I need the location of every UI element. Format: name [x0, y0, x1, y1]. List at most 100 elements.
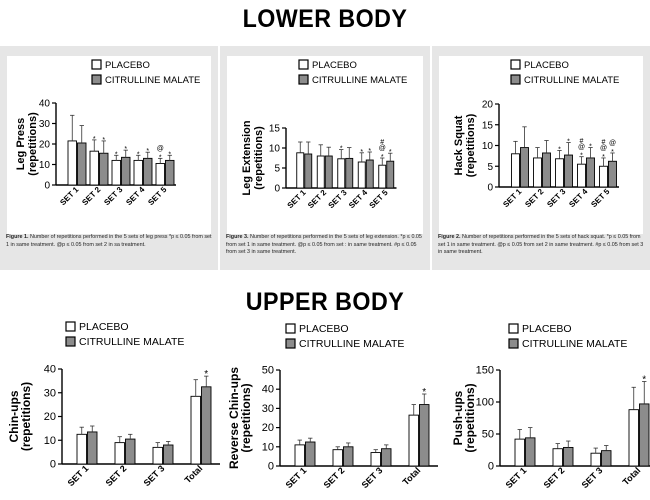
bar-citrulline — [564, 154, 573, 188]
bar-placebo — [511, 153, 520, 188]
push-ups-chart: PLACEBO CITRULLINE MALATE Push-ups(repetit… — [451, 323, 650, 490]
x-tick-label: SET 2 — [542, 465, 567, 490]
y-axis-label: Push-ups — [451, 390, 465, 445]
x-tick-label: SET 3 — [360, 465, 385, 490]
significance-mark: * — [422, 387, 426, 398]
leg-extension-caption: Figure 3. Number of repetitions performe… — [226, 234, 428, 257]
significance-mark: * — [389, 149, 392, 156]
bar-citrulline — [163, 444, 174, 465]
y-axis-label-units: (repetitions) — [465, 113, 477, 177]
bar-placebo — [577, 163, 586, 188]
significance-mark: # — [580, 138, 584, 145]
significance-mark: * — [137, 151, 140, 158]
y-axis-label: Hack Squat — [453, 115, 465, 175]
legend-label-citrulline: CITRULLINE MALATE — [79, 336, 184, 348]
significance-mark: @ — [600, 145, 607, 152]
leg-extension-chart: PLACEBO CITRULLINE MALATE Leg Extension (re… — [241, 59, 407, 210]
bar-placebo — [152, 446, 163, 465]
y-axis-label: Chin-ups — [7, 390, 21, 442]
x-tick-label: SET 4 — [567, 187, 589, 209]
y-tick-label: 10 — [39, 160, 51, 171]
x-tick-label: SET 4 — [347, 188, 369, 210]
y-tick-label: 10 — [262, 441, 274, 453]
bar-citrulline — [143, 157, 153, 186]
leg-press-caption-text: Number of repetitions performed in the 5… — [6, 234, 212, 248]
x-tick-label: SET 5 — [589, 187, 611, 209]
bar-placebo — [357, 161, 366, 189]
bar-placebo — [533, 157, 542, 188]
bar-placebo — [378, 164, 387, 189]
significance-mark: * — [102, 137, 105, 144]
bar-citrulline — [608, 160, 617, 188]
bar-placebo — [294, 444, 305, 467]
bar-placebo — [67, 140, 77, 186]
significance-mark: # — [602, 139, 606, 146]
legend-label-placebo: PLACEBO — [522, 323, 572, 335]
bar-placebo — [628, 409, 639, 467]
significance-mark: * — [602, 154, 605, 161]
legend: PLACEBO CITRULLINE MALATE — [285, 323, 404, 350]
bar-citrulline — [87, 431, 98, 465]
x-tick-label: SET 3 — [327, 188, 349, 210]
significance-mark: * — [124, 146, 127, 153]
y-tick-label: 15 — [269, 124, 281, 135]
bar-citrulline — [77, 142, 87, 186]
y-tick-label: 40 — [262, 384, 274, 396]
hack-squat-caption-label: Figure 2. — [438, 234, 461, 240]
significance-mark: * — [611, 149, 614, 156]
y-tick-label: 20 — [262, 422, 274, 434]
bar-placebo — [590, 452, 601, 467]
hack-squat-caption: Figure 2. Number of repetitions performe… — [438, 234, 646, 257]
bar-citrulline — [639, 403, 650, 467]
y-tick-label: 20 — [44, 411, 56, 423]
y-axis-label-units: (repetitions) — [253, 126, 265, 190]
significance-mark: * — [381, 154, 384, 161]
x-tick-label: SET 1 — [286, 188, 308, 210]
bar-placebo — [316, 155, 325, 189]
y-tick-label: 5 — [487, 162, 493, 173]
bar-placebo — [111, 159, 121, 186]
x-tick-label: Total — [183, 463, 205, 485]
leg-press-caption: Figure 1. Number of repetitions performe… — [6, 234, 214, 249]
y-axis-label-units: (repetitions) — [19, 382, 33, 451]
bar-citrulline — [99, 152, 109, 186]
bar-citrulline — [381, 448, 392, 467]
legend-swatch-citrulline — [508, 338, 519, 349]
significance-mark: * — [580, 153, 583, 160]
y-tick-label: 30 — [39, 119, 51, 130]
bar-placebo — [514, 438, 525, 467]
leg-extension-panel-inner — [227, 56, 423, 234]
legend-swatch-placebo — [510, 59, 521, 70]
significance-mark: * — [360, 149, 363, 156]
significance-mark: * — [146, 148, 149, 155]
significance-mark: * — [115, 151, 118, 158]
legend: PLACEBO CITRULLINE MALATE — [298, 59, 407, 86]
legend-swatch-citrulline — [510, 74, 521, 85]
significance-mark: # — [380, 139, 384, 146]
bar-placebo — [89, 150, 99, 186]
y-tick-label: 15 — [482, 120, 494, 131]
bar-citrulline — [386, 160, 395, 189]
bar-citrulline — [542, 152, 551, 188]
leg-press-chart: PLACEBO CITRULLINE MALATE Leg Press (repeti… — [15, 59, 200, 207]
legend: PLACEBO CITRULLINE MALATE — [510, 59, 619, 86]
y-tick-label: 100 — [476, 397, 494, 409]
bar-citrulline — [586, 157, 595, 188]
x-tick-label: SET 3 — [102, 185, 124, 207]
significance-mark: @ — [609, 140, 616, 147]
bar-placebo — [155, 163, 165, 186]
legend-swatch-citrulline — [65, 336, 76, 347]
x-tick-label: SET 2 — [306, 188, 328, 210]
legend-swatch-citrulline — [285, 338, 296, 349]
bar-citrulline — [343, 446, 354, 467]
y-tick-label: 10 — [44, 435, 56, 447]
bar-citrulline — [345, 157, 354, 189]
y-tick-label: 150 — [476, 365, 494, 377]
legend-label-citrulline: CITRULLINE MALATE — [299, 338, 404, 350]
significance-mark: * — [589, 144, 592, 151]
bar-citrulline — [601, 450, 612, 467]
significance-mark: @ — [157, 145, 164, 152]
leg-extension-caption-text: Number of repetitions performed in the 5… — [226, 234, 422, 256]
y-tick-label: 10 — [482, 141, 494, 152]
y-axis-label-units: (repetitions) — [239, 383, 253, 452]
